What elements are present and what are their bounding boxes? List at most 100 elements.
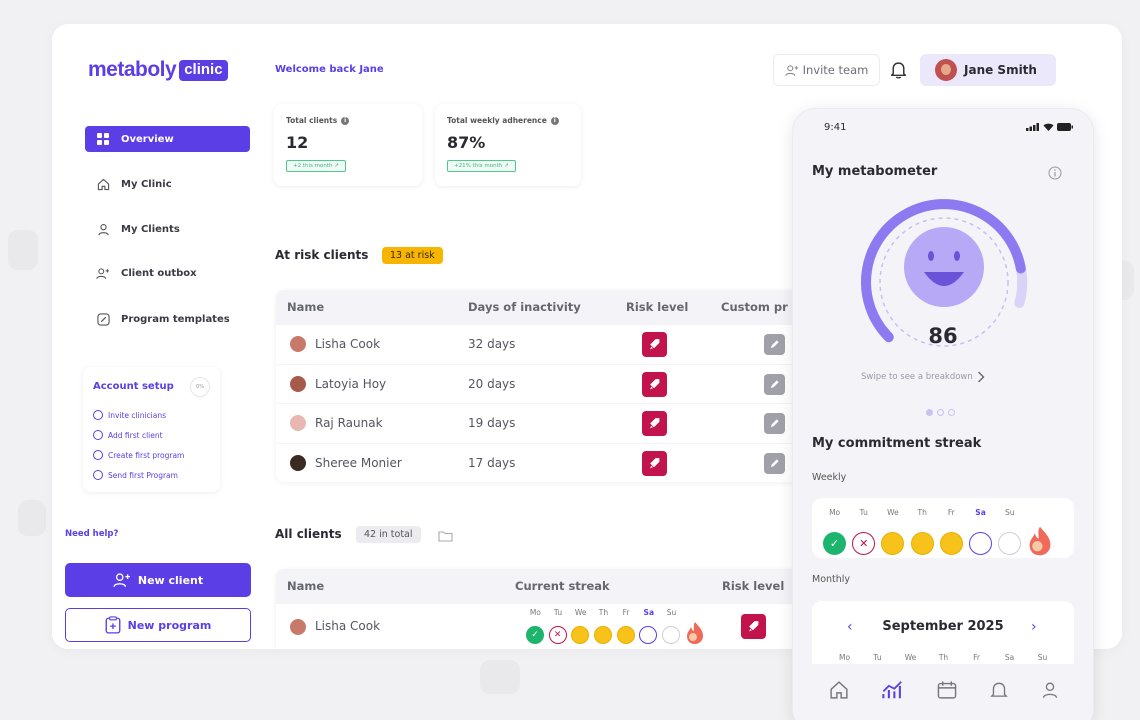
step-checkbox-icon <box>93 450 103 460</box>
folder-icon[interactable] <box>438 527 453 546</box>
day-label: Sa <box>975 508 986 517</box>
swipe-hint[interactable]: Swipe to see a breakdown <box>861 371 985 383</box>
step-checkbox-icon <box>93 430 103 440</box>
day-label: Su <box>1004 508 1015 517</box>
missed-day-icon: ✕ <box>548 626 567 644</box>
streak-day-dot <box>910 531 934 555</box>
stat-value: 12 <box>286 133 309 152</box>
new-program-button[interactable]: New program <box>65 608 251 642</box>
help-link[interactable]: Need help? <box>65 529 119 539</box>
chevron-left-icon[interactable]: ‹ <box>847 619 853 635</box>
day-label: Mo <box>838 653 851 662</box>
table-row[interactable]: Sheree Monier 17 days <box>276 442 806 483</box>
background-decoration <box>480 660 520 694</box>
column-header[interactable]: Risk level <box>722 579 785 593</box>
info-icon[interactable]: i <box>341 116 350 125</box>
streak-dots: ✓ ✕ <box>526 621 705 649</box>
day-label: Mo <box>529 608 541 617</box>
setup-step[interactable]: Add first client <box>93 430 163 440</box>
monthly-label: Monthly <box>812 574 851 585</box>
sidebar-item-overview[interactable]: Overview <box>85 126 250 152</box>
gauge-inner-ring <box>879 217 1009 347</box>
logo[interactable]: metaboly clinic <box>88 58 228 82</box>
edit-icon[interactable] <box>764 373 785 395</box>
column-header[interactable]: Risk level <box>626 300 689 314</box>
day-label: Th <box>938 653 949 662</box>
swipe-hint-label: Swipe to see a breakdown <box>861 372 973 382</box>
chart-icon[interactable] <box>882 680 904 704</box>
edit-icon[interactable] <box>764 334 785 355</box>
table-row[interactable]: Latoyia Hoy 20 days <box>276 363 806 404</box>
setup-step[interactable]: Create first program <box>93 450 184 460</box>
page-dot[interactable] <box>926 409 933 416</box>
info-icon[interactable]: i <box>550 116 559 125</box>
sidebar-item-program-templates[interactable]: Program templates <box>85 306 250 332</box>
day-label: Fr <box>973 653 980 662</box>
avatar <box>290 415 306 431</box>
column-header[interactable]: Name <box>287 300 325 314</box>
streak-day-dot <box>998 531 1022 555</box>
avatar <box>290 619 306 635</box>
sidebar: metaboly clinic Overview My Clinic My Cl… <box>52 24 267 649</box>
welcome-message: Welcome back Jane <box>275 64 384 75</box>
smiley-face-icon <box>904 227 984 307</box>
invite-team-button[interactable]: Invite team <box>773 54 880 86</box>
user-profile-button[interactable]: Jane Smith <box>920 54 1056 86</box>
streak-day-labels: Mo Tu We Th Fr Sa Su <box>820 508 1024 517</box>
column-header[interactable]: Name <box>287 579 325 593</box>
avatar <box>290 375 306 392</box>
flame-icon <box>1027 524 1053 562</box>
user-icon[interactable] <box>1041 680 1059 704</box>
sidebar-item-label: Program templates <box>121 313 230 325</box>
phone-mockup: 9:41 My metabometer 86 Swipe to see a br… <box>792 108 1094 720</box>
client-name: Latoyia Hoy <box>315 376 387 391</box>
table-row[interactable]: Lisha Cook Mo Tu We Th Fr Sa Su ✓ ✕ <box>276 603 806 649</box>
client-name: Raj Raunak <box>315 416 383 430</box>
bell-icon[interactable] <box>989 680 1008 704</box>
streak-day-dot <box>939 531 963 555</box>
user-plus-icon <box>89 267 117 280</box>
sidebar-item-my-clients[interactable]: My Clients <box>85 216 250 242</box>
home-icon[interactable] <box>829 680 849 704</box>
new-client-label: New client <box>137 573 204 587</box>
day-label: Fr <box>947 508 955 517</box>
risk-level-icon <box>642 450 667 476</box>
column-header[interactable]: Custom pr <box>721 300 788 314</box>
setup-step[interactable]: Invite clinicians <box>93 410 166 420</box>
streak-day-labels: Mo Tu We Th Fr Sa Su <box>524 608 683 617</box>
edit-icon[interactable] <box>764 452 785 474</box>
chevron-right-icon[interactable]: › <box>1031 619 1037 635</box>
page-dot[interactable] <box>948 409 955 416</box>
sidebar-item-my-clinic[interactable]: My Clinic <box>85 171 250 197</box>
table-row[interactable]: Lisha Cook 32 days <box>276 324 806 364</box>
risk-level-icon <box>741 614 766 639</box>
page-dot[interactable] <box>937 409 944 416</box>
grid-icon <box>89 133 117 145</box>
inactivity-days: 19 days <box>468 416 516 430</box>
at-risk-title: At risk clients <box>275 248 369 262</box>
all-clients-table: Name Current streak Risk level Lisha Coo… <box>276 569 806 649</box>
calendar-month-title: September 2025 <box>882 619 1004 634</box>
new-client-button[interactable]: New client <box>65 563 251 597</box>
bell-icon[interactable] <box>890 60 907 83</box>
page-indicator <box>926 409 955 416</box>
column-header[interactable]: Current streak <box>515 579 610 593</box>
calendar-icon[interactable] <box>937 680 957 704</box>
sidebar-item-client-outbox[interactable]: Client outbox <box>85 260 250 286</box>
column-header[interactable]: Days of inactivity <box>468 300 581 314</box>
streak-day-dot <box>662 626 681 644</box>
step-checkbox-icon <box>93 470 103 480</box>
client-name: Sheree Monier <box>315 455 402 470</box>
table-row[interactable]: Raj Raunak 19 days <box>276 403 806 443</box>
inactivity-days: 17 days <box>468 455 516 470</box>
stat-card-weekly-adherence: Total weekly adherence i 87% +21% this mo… <box>435 104 581 186</box>
table-header: Name Days of inactivity Risk level Custo… <box>276 290 806 324</box>
background-decoration <box>18 500 46 536</box>
setup-step[interactable]: Send first Program <box>93 470 178 480</box>
info-icon[interactable] <box>1048 165 1062 184</box>
day-label: Sa <box>643 608 655 617</box>
client-name: Lisha Cook <box>315 619 381 633</box>
edit-icon[interactable] <box>764 413 785 434</box>
metabometer-gauge <box>861 199 1028 354</box>
stat-card-total-clients: Total clients i 12 +2 this month ↗ <box>274 104 422 186</box>
